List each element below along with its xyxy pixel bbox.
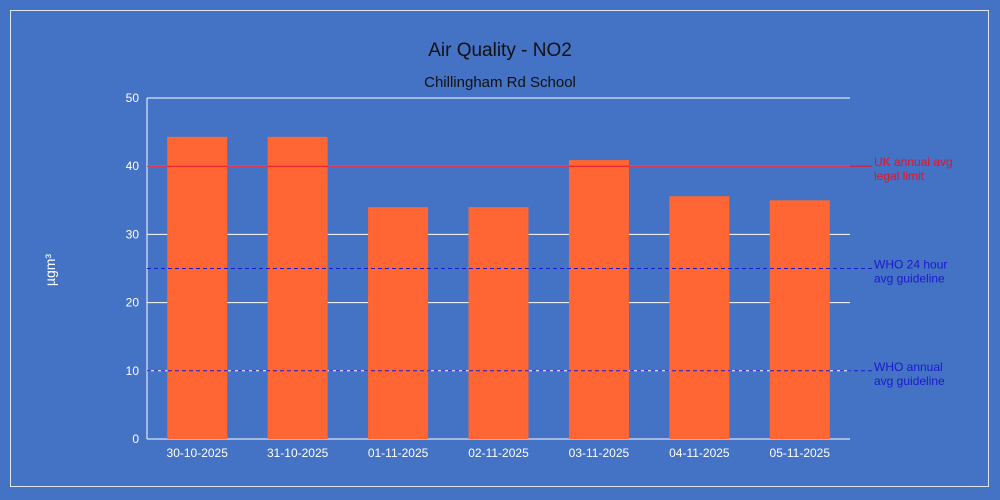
- reference-label: avg guideline: [874, 272, 945, 286]
- y-tick-label: 30: [126, 227, 140, 241]
- reference-label: UK annual avg: [874, 155, 953, 169]
- reference-label: WHO 24 hour: [874, 258, 947, 272]
- x-tick-label: 02-11-2025: [468, 446, 529, 460]
- y-tick-label: 20: [126, 296, 140, 310]
- bar: [267, 136, 328, 439]
- bar: [167, 136, 228, 439]
- bar: [368, 207, 429, 439]
- y-tick-label: 0: [132, 432, 139, 446]
- bar: [468, 207, 529, 439]
- y-tick-label: 40: [126, 159, 140, 173]
- x-tick-label: 04-11-2025: [669, 446, 730, 460]
- chart-title: Air Quality - NO2: [428, 40, 572, 61]
- bar: [769, 200, 830, 439]
- x-tick-label: 01-11-2025: [368, 446, 429, 460]
- chart-subtitle: Chillingham Rd School: [424, 74, 576, 91]
- y-tick-label: 10: [126, 364, 140, 378]
- bar: [669, 196, 730, 439]
- reference-label: legal limit: [874, 169, 925, 183]
- y-tick-label: 50: [126, 91, 140, 105]
- reference-label: WHO annual: [874, 360, 943, 374]
- x-tick-label: 03-11-2025: [569, 446, 630, 460]
- chart-frame: [10, 10, 989, 487]
- reference-label: avg guideline: [874, 374, 945, 388]
- x-tick-label: 05-11-2025: [770, 446, 831, 460]
- bar: [568, 160, 629, 439]
- x-tick-label: 30-10-2025: [167, 446, 229, 460]
- x-tick-label: 31-10-2025: [267, 446, 329, 460]
